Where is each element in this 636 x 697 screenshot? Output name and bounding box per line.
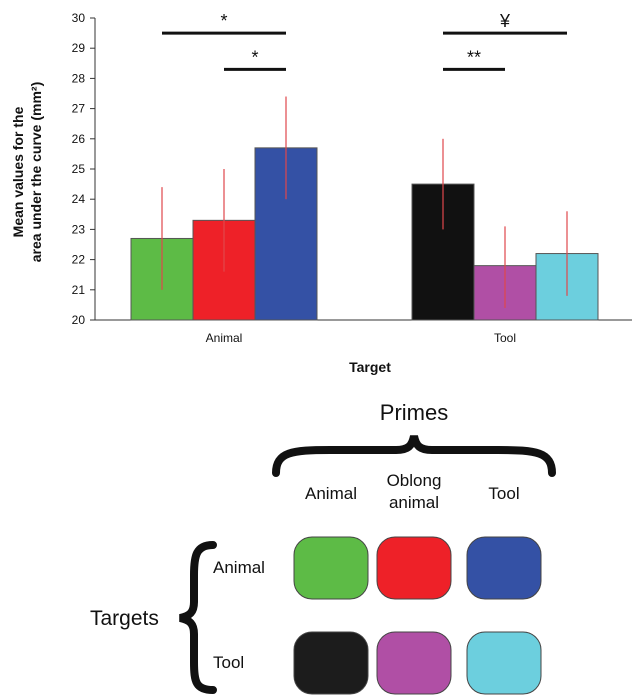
legend-column-label: animal (389, 493, 439, 512)
y-tick-label: 24 (72, 192, 86, 206)
legend-row-label: Animal (213, 558, 265, 577)
y-tick-label: 22 (72, 253, 86, 267)
x-axis-label: Target (349, 359, 391, 375)
significance-label: * (220, 11, 227, 31)
legend-column-label: Tool (488, 484, 519, 503)
legend-color-swatch (293, 536, 369, 600)
y-tick-label: 29 (72, 41, 86, 55)
legend-color-swatch (466, 536, 542, 600)
y-tick-label: 28 (72, 71, 86, 85)
legend-color-swatch (376, 631, 452, 695)
targets-brace-icon (179, 541, 217, 694)
legend-column-label: Animal (305, 484, 357, 503)
legend-column-label: Oblong (387, 471, 442, 490)
chart-error-bars (161, 96, 568, 308)
significance-label: * (251, 47, 258, 67)
legend-columns: Animal Oblong animal Tool (305, 471, 520, 512)
y-tick-label: 30 (72, 11, 86, 25)
y-tick-label: 21 (72, 283, 86, 297)
x-category-label: Tool (494, 331, 516, 345)
significance-label: ¥ (499, 11, 511, 31)
y-tick-label: 23 (72, 222, 86, 236)
primes-brace-icon (272, 435, 556, 477)
chart-significance-markers: **¥** (162, 11, 567, 71)
y-tick-label: 25 (72, 162, 86, 176)
y-tick-label: 20 (72, 313, 86, 327)
legend-rows: Animal Tool (213, 536, 542, 695)
x-category-label: Animal (206, 331, 243, 345)
significance-label: ** (467, 47, 481, 67)
legend-color-swatch (376, 536, 452, 600)
legend-targets-label: Targets (90, 607, 159, 630)
legend-row-label: Tool (213, 653, 244, 672)
y-axis-label-line1: Mean values for the (10, 106, 26, 237)
legend-color-swatch (293, 631, 369, 695)
legend-color-swatch (466, 631, 542, 695)
color-key-legend: Primes Targets Animal Oblong animal Tool An… (90, 400, 556, 695)
legend-primes-title: Primes (380, 400, 448, 425)
y-tick-label: 27 (72, 102, 86, 116)
y-tick-label: 26 (72, 132, 86, 146)
y-axis-label-line2: area under the curve (mm²) (28, 82, 44, 263)
chart-bars (130, 147, 599, 321)
